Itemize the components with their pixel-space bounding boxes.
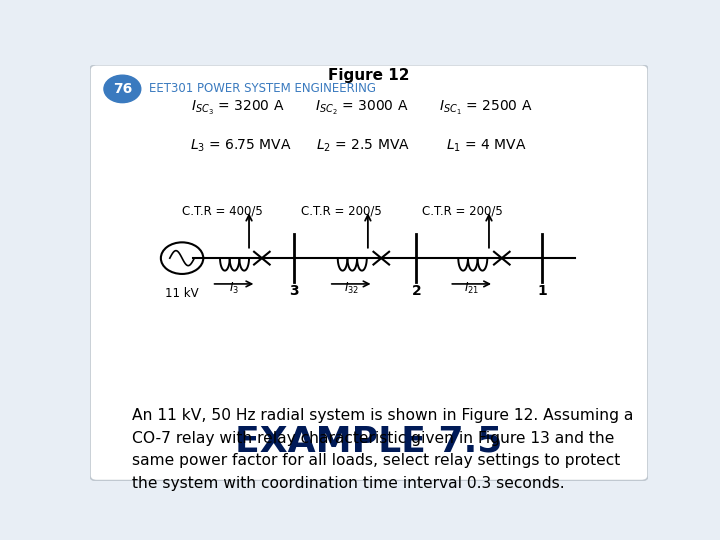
Text: $L_2$ = 2.5 MVA: $L_2$ = 2.5 MVA	[316, 138, 410, 154]
Text: C.T.R = 200/5: C.T.R = 200/5	[301, 204, 382, 217]
Text: Figure 12: Figure 12	[328, 68, 410, 83]
Text: 3: 3	[289, 284, 299, 298]
Text: $I_3$: $I_3$	[229, 281, 239, 296]
Text: $L_1$ = 4 MVA: $L_1$ = 4 MVA	[446, 138, 526, 154]
Text: $I_{32}$: $I_{32}$	[343, 281, 359, 296]
Text: EXAMPLE 7.5: EXAMPLE 7.5	[235, 424, 503, 458]
Text: $L_3$ = 6.75 MVA: $L_3$ = 6.75 MVA	[190, 138, 292, 154]
Text: 1: 1	[537, 284, 547, 298]
Circle shape	[104, 75, 141, 103]
Text: 76: 76	[113, 82, 132, 96]
Text: C.T.R = 400/5: C.T.R = 400/5	[182, 204, 264, 217]
Text: $I_{SC_2}$ = 3000 A: $I_{SC_2}$ = 3000 A	[315, 99, 408, 118]
Text: $I_{SC_1}$ = 2500 A: $I_{SC_1}$ = 2500 A	[439, 99, 533, 118]
Text: C.T.R = 200/5: C.T.R = 200/5	[423, 204, 503, 217]
Text: $I_{21}$: $I_{21}$	[464, 281, 480, 296]
Text: EET301 POWER SYSTEM ENGINEERING: EET301 POWER SYSTEM ENGINEERING	[148, 83, 376, 96]
Text: $I_{SC_3}$ = 3200 A: $I_{SC_3}$ = 3200 A	[191, 99, 284, 118]
FancyBboxPatch shape	[90, 65, 648, 481]
Text: 11 kV: 11 kV	[166, 287, 199, 300]
Text: 2: 2	[412, 284, 421, 298]
Text: An 11 kV, 50 Hz radial system is shown in Figure 12. Assuming a
CO-7 relay with : An 11 kV, 50 Hz radial system is shown i…	[132, 408, 633, 491]
